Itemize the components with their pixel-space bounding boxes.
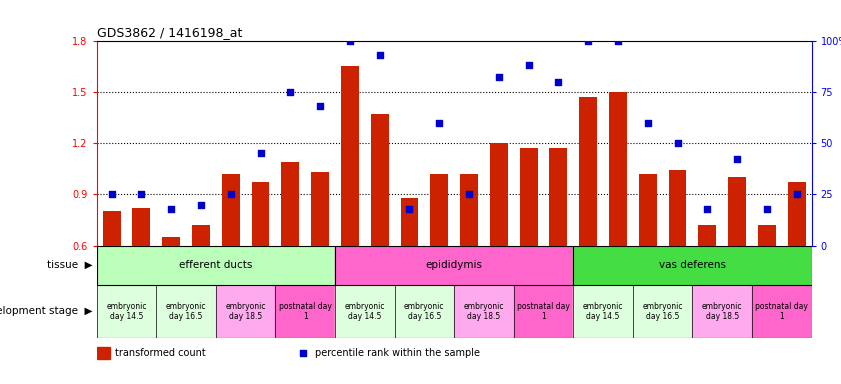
Bar	[489, 143, 508, 246]
Bar	[192, 225, 210, 246]
Text: postnatal day
1: postnatal day 1	[517, 302, 570, 321]
Text: vas deferens: vas deferens	[659, 260, 726, 270]
Bar	[400, 198, 418, 246]
Bar	[632, 285, 692, 338]
Bar	[97, 246, 335, 285]
Bar	[103, 212, 120, 246]
Point	[403, 205, 416, 212]
Text: embryonic
day 16.5: embryonic day 16.5	[166, 302, 206, 321]
Bar	[132, 208, 151, 246]
Bar	[728, 177, 746, 246]
Text: efferent ducts: efferent ducts	[179, 260, 252, 270]
Point	[790, 191, 803, 197]
Point	[373, 52, 386, 58]
Bar	[752, 285, 812, 338]
Text: embryonic
day 14.5: embryonic day 14.5	[345, 302, 385, 321]
Bar	[216, 285, 275, 338]
Bar	[520, 148, 537, 246]
Text: GDS3862 / 1416198_at: GDS3862 / 1416198_at	[97, 26, 242, 40]
Bar	[579, 97, 597, 246]
Bar	[97, 285, 156, 338]
Bar	[574, 285, 632, 338]
Bar	[574, 246, 812, 285]
Bar	[454, 285, 514, 338]
Bar	[282, 162, 299, 246]
Text: embryonic
day 16.5: embryonic day 16.5	[643, 302, 683, 321]
Text: tissue  ▶: tissue ▶	[47, 260, 93, 270]
Point	[581, 38, 595, 44]
Bar	[549, 148, 568, 246]
Bar	[162, 237, 180, 246]
Point	[701, 205, 714, 212]
Text: embryonic
day 16.5: embryonic day 16.5	[405, 302, 445, 321]
Text: percentile rank within the sample: percentile rank within the sample	[315, 348, 479, 358]
Bar	[460, 174, 478, 246]
Bar	[788, 182, 806, 246]
Text: embryonic
day 14.5: embryonic day 14.5	[106, 302, 146, 321]
Text: embryonic
day 18.5: embryonic day 18.5	[225, 302, 266, 321]
Bar	[275, 285, 335, 338]
Text: embryonic
day 14.5: embryonic day 14.5	[583, 302, 623, 321]
Point	[283, 89, 297, 95]
Point	[194, 202, 208, 208]
Bar	[222, 174, 240, 246]
Point	[552, 78, 565, 84]
Point	[297, 350, 310, 356]
Point	[314, 103, 327, 109]
Point	[165, 205, 178, 212]
Bar	[514, 285, 574, 338]
Point	[730, 156, 743, 162]
Bar	[371, 114, 389, 246]
Bar	[431, 174, 448, 246]
Text: embryonic
day 18.5: embryonic day 18.5	[463, 302, 504, 321]
Point	[432, 119, 446, 126]
Bar	[639, 174, 657, 246]
Bar	[341, 66, 359, 246]
Bar	[394, 285, 454, 338]
Bar	[335, 246, 574, 285]
Bar	[609, 92, 627, 246]
Point	[611, 38, 625, 44]
Point	[105, 191, 119, 197]
Text: development stage  ▶: development stage ▶	[0, 306, 93, 316]
Bar	[311, 172, 329, 246]
Text: embryonic
day 18.5: embryonic day 18.5	[702, 302, 743, 321]
Bar	[698, 225, 717, 246]
Point	[135, 191, 148, 197]
Bar	[692, 285, 752, 338]
Text: postnatal day
1: postnatal day 1	[755, 302, 808, 321]
Bar	[335, 285, 394, 338]
Bar	[251, 182, 269, 246]
Point	[224, 191, 237, 197]
Point	[463, 191, 476, 197]
Point	[760, 205, 774, 212]
Point	[343, 38, 357, 44]
Point	[671, 140, 685, 146]
Point	[522, 62, 536, 68]
Text: transformed count: transformed count	[114, 348, 205, 358]
Point	[492, 74, 505, 81]
Point	[254, 150, 267, 156]
Bar	[758, 225, 775, 246]
Point	[641, 119, 654, 126]
Bar	[669, 170, 686, 246]
Bar	[156, 285, 216, 338]
Text: postnatal day
1: postnatal day 1	[278, 302, 331, 321]
Bar	[97, 347, 109, 359]
Text: epididymis: epididymis	[426, 260, 483, 270]
